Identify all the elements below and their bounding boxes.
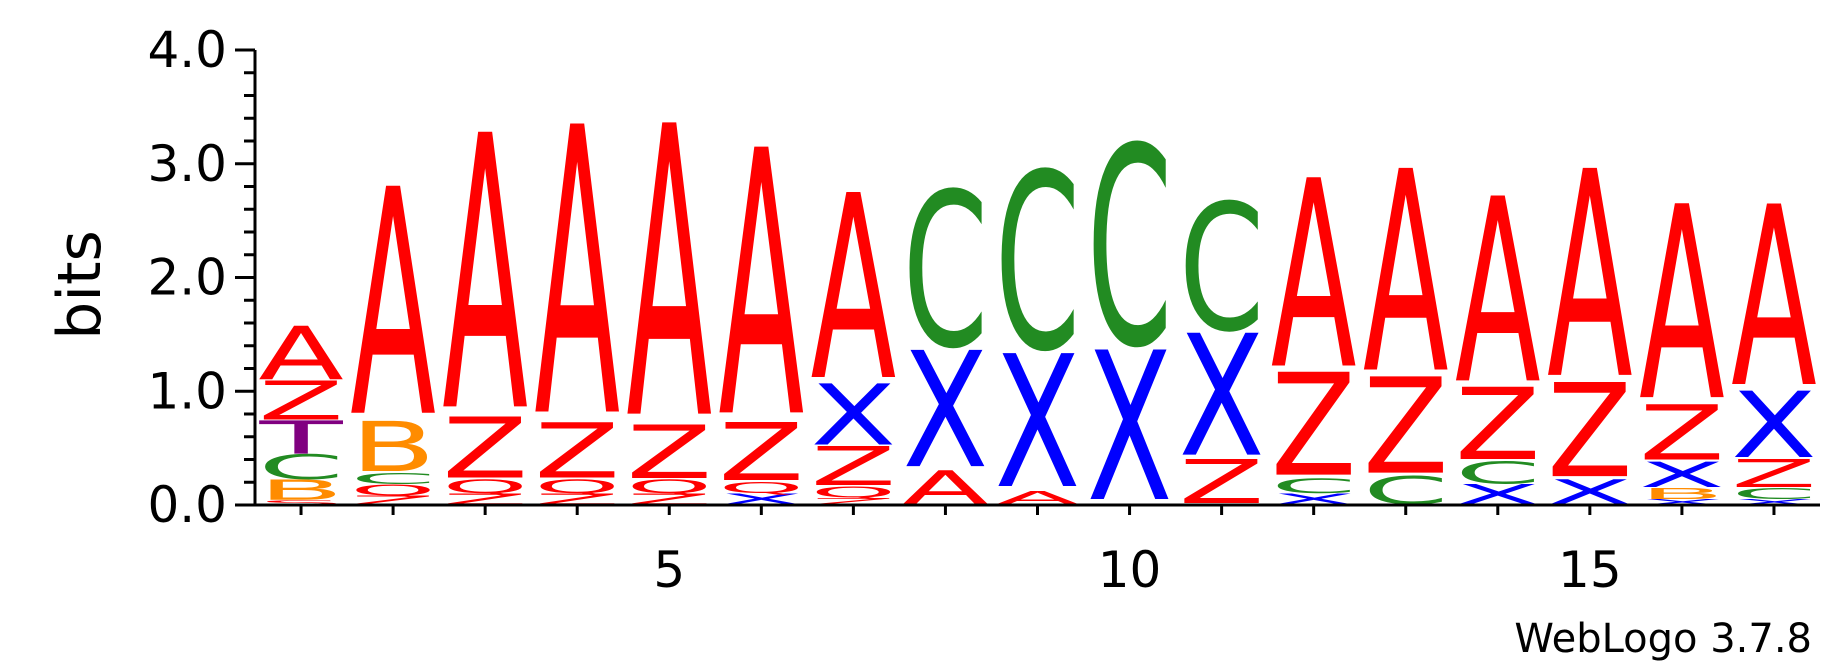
- glyph-c-pos14: C: [1455, 456, 1541, 491]
- glyph-b-pos1: B: [258, 475, 344, 507]
- y-axis-ticks: 0.0 1.0 2.0 3.0 4.0: [147, 21, 255, 534]
- glyph-a-pos6: A: [719, 75, 805, 499]
- glyph-b-pos16: B: [1639, 485, 1725, 503]
- glyph-a-pos3: A: [442, 57, 528, 496]
- glyph-z-pos7: Z: [811, 496, 897, 507]
- glyph-s-pos1: S: [258, 499, 344, 506]
- glyph-a-pos5: A: [626, 42, 712, 508]
- glyph-q-pos2: Q: [350, 482, 436, 500]
- glyph-z-pos12: Z: [1271, 344, 1357, 508]
- glyph-q-pos7: Q: [811, 484, 897, 502]
- glyph-z-pos7: Z: [811, 436, 897, 498]
- glyph-x-pos7: X: [811, 367, 897, 464]
- glyph-x-pos16: X: [1639, 455, 1725, 496]
- glyph-z-pos17: Z: [1731, 451, 1817, 495]
- glyph-c-pos9: C: [995, 123, 1081, 406]
- glyph-z-pos16: Z: [1639, 390, 1725, 478]
- y-tick-label: 1.0: [147, 362, 227, 420]
- glyph-z-pos15: Z: [1547, 356, 1633, 506]
- glyph-z-pos4: Z: [534, 408, 620, 496]
- glyph-x-pos11: X: [1179, 299, 1265, 494]
- glyph-c-pos11: C: [1179, 167, 1265, 371]
- glyph-x-pos8: X: [903, 318, 989, 504]
- x-axis-ticks: 5 10 15: [299, 505, 1776, 599]
- glyph-c-pos12: C: [1271, 475, 1357, 498]
- glyph-q-pos6: Q: [719, 479, 805, 497]
- glyph-z-pos14: Z: [1455, 367, 1541, 483]
- glyph-q-pos3: Q: [442, 476, 528, 497]
- glyph-a-pos1: A: [258, 312, 344, 397]
- glyph-z-pos1: Z: [258, 370, 344, 432]
- glyph-c-pos8: C: [903, 148, 989, 395]
- glyph-c-pos1: C: [258, 448, 344, 487]
- glyph-a-pos13: A: [1363, 113, 1449, 435]
- glyph-x-pos9: X: [995, 317, 1081, 529]
- glyph-a-pos12: A: [1271, 126, 1357, 426]
- glyph-z-pos6: Z: [719, 407, 805, 499]
- glyph-q-pos4: Q: [534, 476, 620, 497]
- y-tick-label: 0.0: [147, 476, 227, 534]
- glyph-x-pos17: X: [1731, 372, 1817, 479]
- glyph-a-pos16: A: [1639, 150, 1725, 460]
- glyph-a-pos15: A: [1547, 111, 1633, 442]
- glyph-x-pos17: X: [1731, 498, 1817, 507]
- glyph-a-pos7: A: [811, 142, 897, 438]
- glyph-c-pos17: C: [1731, 485, 1817, 503]
- glyph-a-pos2: A: [350, 124, 436, 486]
- y-tick-label: 3.0: [147, 135, 227, 193]
- glyph-x-pos16: X: [1639, 498, 1725, 507]
- y-tick-label: 4.0: [147, 21, 227, 79]
- glyph-z-pos5: Z: [626, 411, 712, 496]
- glyph-z-pos3: Z: [442, 400, 528, 497]
- x-tick-label: 10: [1098, 541, 1162, 599]
- glyph-b-pos2: B: [350, 408, 436, 487]
- x-tick-label: 5: [653, 541, 685, 599]
- glyph-t-pos1: T: [258, 411, 344, 464]
- y-tick-label: 2.0: [147, 249, 227, 307]
- footer-text: WebLogo 3.7.8: [1514, 616, 1812, 662]
- glyph-a-pos17: A: [1731, 156, 1817, 444]
- glyph-z-pos13: Z: [1363, 351, 1449, 504]
- glyph-c-pos2: C: [350, 470, 436, 488]
- glyph-c-pos10: C: [1087, 89, 1173, 408]
- glyph-a-pos14: A: [1455, 146, 1541, 442]
- y-axis-label: bits: [45, 230, 115, 340]
- glyph-q-pos5: Q: [626, 476, 712, 497]
- glyph-a-pos4: A: [534, 46, 620, 506]
- x-tick-label: 15: [1558, 541, 1622, 599]
